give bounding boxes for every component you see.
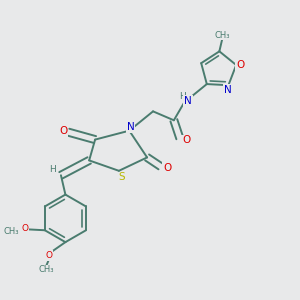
Text: S: S	[118, 172, 124, 182]
Text: CH₃: CH₃	[4, 227, 19, 236]
Text: CH₃: CH₃	[38, 265, 54, 274]
Text: O: O	[163, 163, 171, 173]
Text: O: O	[182, 136, 190, 146]
Text: O: O	[46, 251, 52, 260]
Text: O: O	[21, 224, 28, 233]
Text: CH₃: CH₃	[214, 31, 230, 40]
Text: N: N	[224, 85, 232, 95]
Text: N: N	[184, 96, 192, 106]
Text: O: O	[236, 60, 244, 70]
Text: H: H	[179, 92, 186, 101]
Text: N: N	[127, 122, 135, 132]
Text: H: H	[49, 165, 56, 174]
Text: O: O	[59, 126, 67, 136]
